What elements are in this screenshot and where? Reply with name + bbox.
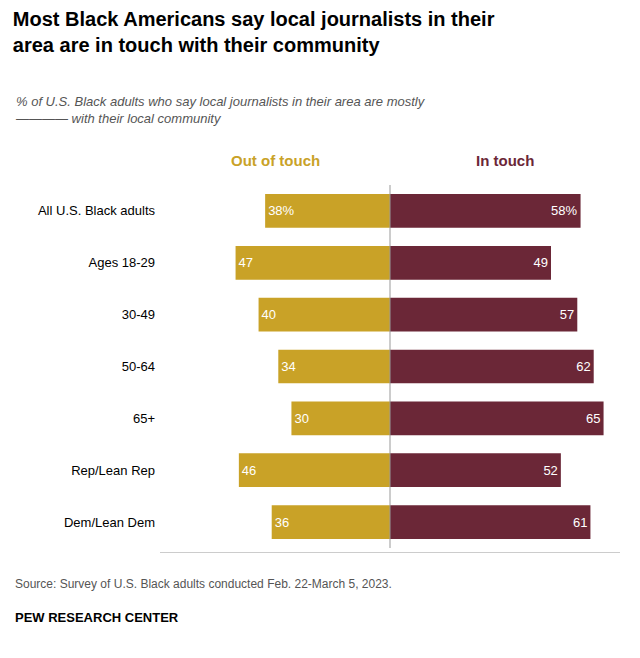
svg-text:57: 57 <box>560 307 574 322</box>
svg-text:Out of touch: Out of touch <box>231 152 320 169</box>
svg-text:58%: 58% <box>551 203 577 218</box>
svg-text:40: 40 <box>262 307 276 322</box>
svg-text:In touch: In touch <box>476 152 534 169</box>
svg-text:30: 30 <box>294 411 308 426</box>
svg-text:All U.S. Black adults: All U.S. Black adults <box>38 203 156 218</box>
svg-text:49: 49 <box>534 255 548 270</box>
svg-text:Dem/Lean Dem: Dem/Lean Dem <box>64 515 155 530</box>
svg-text:Source: Survey of U.S. Black a: Source: Survey of U.S. Black adults cond… <box>15 577 392 591</box>
svg-text:36: 36 <box>275 515 289 530</box>
svg-text:62: 62 <box>576 359 590 374</box>
svg-text:47: 47 <box>239 255 253 270</box>
svg-text:Ages 18-29: Ages 18-29 <box>89 255 156 270</box>
svg-text:46: 46 <box>242 463 256 478</box>
svg-text:38%: 38% <box>268 203 294 218</box>
svg-text:65: 65 <box>586 411 600 426</box>
svg-text:52: 52 <box>543 463 557 478</box>
svg-text:Rep/Lean Rep: Rep/Lean Rep <box>71 463 155 478</box>
svg-text:30-49: 30-49 <box>122 307 155 322</box>
svg-text:61: 61 <box>573 515 587 530</box>
svg-text:34: 34 <box>281 359 295 374</box>
svg-text:% of U.S. Black adults who say: % of U.S. Black adults who say local jou… <box>15 94 426 126</box>
svg-text:PEW RESEARCH CENTER: PEW RESEARCH CENTER <box>15 610 179 625</box>
svg-text:65+: 65+ <box>133 411 155 426</box>
svg-text:50-64: 50-64 <box>122 359 155 374</box>
svg-text:Most Black Americans say local: Most Black Americans say local journalis… <box>13 8 495 56</box>
